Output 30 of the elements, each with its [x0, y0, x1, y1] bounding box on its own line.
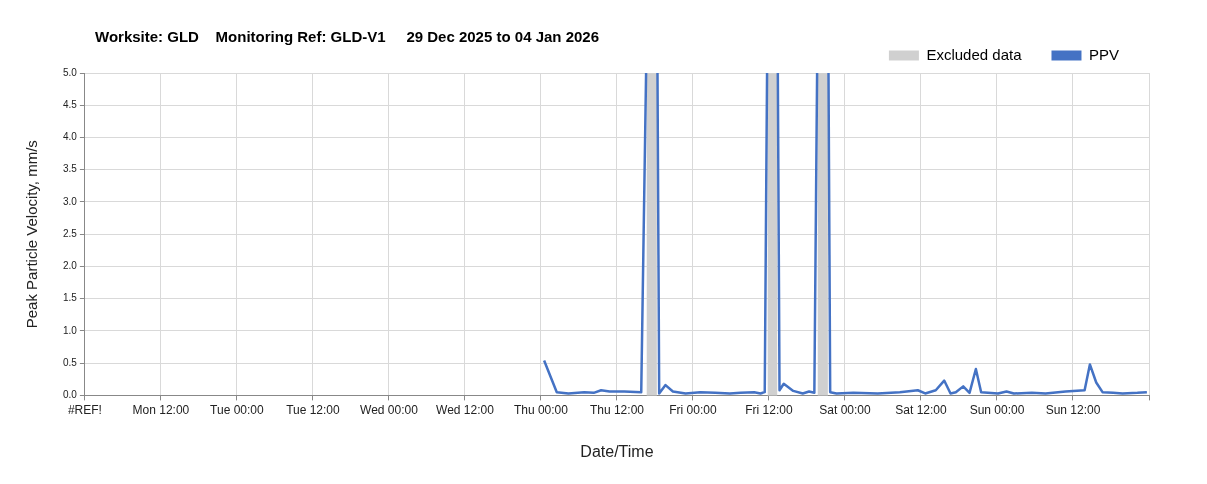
x-tick-label: #REF! [67, 402, 102, 417]
x-tick-label: Sun 00:00 [969, 402, 1025, 417]
x-tick-label: Thu 00:00 [513, 402, 569, 417]
x-tick-label: Wed 12:00 [436, 402, 495, 417]
y-tick-label: 0.5 [63, 356, 78, 368]
y-tick-label: 4.5 [63, 98, 78, 110]
y-tick-label: 1.0 [63, 324, 78, 336]
y-tick-label: 2.0 [63, 260, 78, 272]
x-tick-label: Fri 12:00 [745, 402, 793, 417]
x-tick-label: Wed 00:00 [360, 402, 419, 417]
x-tick-label: Thu 12:00 [589, 402, 645, 417]
y-tick-label: 0.0 [63, 389, 78, 401]
y-axis-title: Peak Particle Velocity, mm/s [23, 140, 41, 329]
x-tick-label: Sat 12:00 [895, 402, 947, 417]
x-tick-label: Tue 00:00 [210, 402, 265, 417]
x-axis-title: Date/Time [580, 442, 654, 460]
x-tick-label: Sat 00:00 [819, 402, 871, 417]
y-tick-label: 3.5 [63, 163, 78, 175]
y-tick-label: 3.0 [63, 195, 78, 207]
x-tick-label: Fri 00:00 [669, 402, 717, 417]
x-tick-label: Mon 12:00 [132, 402, 190, 417]
y-tick-label: 5.0 [63, 66, 78, 78]
y-tick-label: 1.5 [63, 292, 78, 304]
legend-label: Excluded data [926, 45, 1023, 63]
y-tick-label: 2.5 [63, 227, 78, 239]
legend-label: PPV [1088, 45, 1119, 63]
x-tick-label: Tue 12:00 [286, 402, 341, 417]
x-tick-label: Sun 12:00 [1045, 402, 1101, 417]
chart-title: Worksite: GLD Monitoring Ref: GLD-V1 29 Dec 2025 to 04 Jan 2026 [95, 28, 600, 45]
y-tick-label: 4.0 [63, 131, 78, 143]
